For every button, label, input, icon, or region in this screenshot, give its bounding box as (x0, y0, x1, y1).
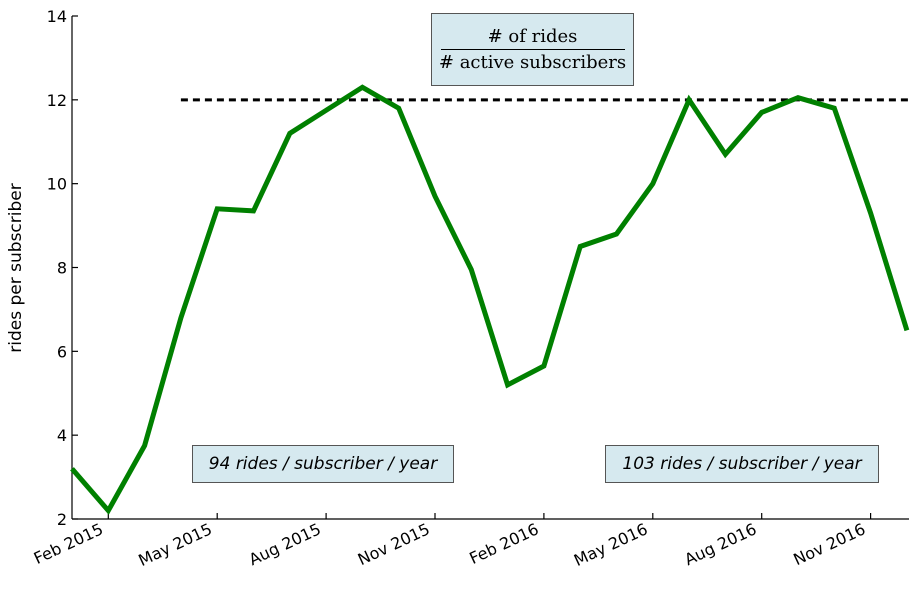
annotation-2016: 103 rides / subscriber / year (605, 445, 879, 483)
x-tick-label: May 2015 (135, 519, 215, 570)
y-tick-label: 14 (47, 7, 67, 26)
y-tick-label: 6 (57, 342, 67, 361)
y-tick-label: 12 (47, 91, 67, 110)
x-tick-label: Feb 2015 (31, 519, 106, 568)
x-tick-label: Nov 2015 (355, 519, 433, 569)
annotation-2015: 94 rides / subscriber / year (192, 445, 454, 483)
x-tick-label: Nov 2016 (790, 519, 868, 569)
formula-fraction-bar (440, 49, 625, 50)
x-tick-label: Aug 2016 (682, 519, 760, 569)
y-tick-label: 4 (57, 426, 67, 445)
x-tick-label: Aug 2015 (246, 519, 324, 569)
series-line (70, 84, 910, 515)
ticks: 2 4 6 8 10 12 14 Feb 2015 May 2015 Aug 2015 Nov 20… (31, 7, 872, 570)
formula-numerator: # of rides (487, 26, 578, 47)
formula-denominator: # active subscribers (438, 52, 627, 73)
series-group (70, 84, 910, 515)
y-tick-label: 10 (47, 175, 67, 194)
y-tick-label: 8 (57, 259, 67, 278)
y-tick-label: 2 (57, 510, 67, 529)
x-tick-label: May 2016 (571, 519, 651, 570)
formula-box: # of rides # active subscribers (431, 13, 634, 86)
y-axis-label: rides per subscriber (6, 183, 26, 352)
x-tick-label: Feb 2016 (466, 519, 541, 568)
